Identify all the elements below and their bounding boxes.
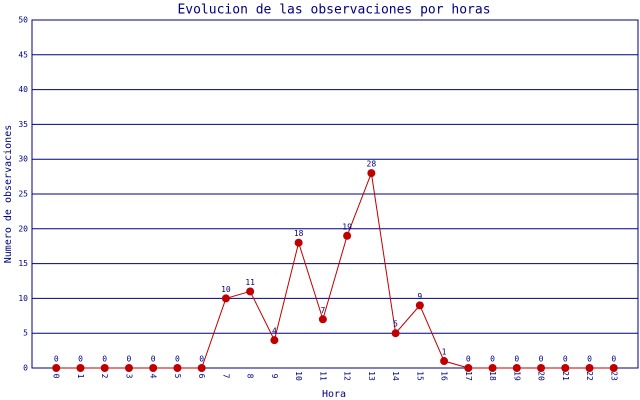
data-point: [537, 364, 546, 372]
data-label: 0: [151, 355, 156, 364]
data-label: 19: [342, 222, 352, 231]
data-point: [488, 364, 497, 372]
data-label: 1: [442, 348, 447, 357]
x-tick-label: 14: [391, 371, 400, 381]
data-point: [221, 294, 230, 303]
data-label: 0: [611, 355, 616, 364]
y-tick-label: 20: [18, 224, 28, 233]
x-tick-label: 5: [173, 374, 182, 379]
data-label: 0: [514, 355, 519, 364]
y-tick-label: 5: [23, 329, 28, 338]
x-tick-label: 8: [246, 374, 255, 379]
data-point: [173, 364, 182, 372]
x-tick-label: 17: [464, 371, 473, 381]
data-point: [391, 329, 400, 338]
x-tick-label: 20: [537, 371, 546, 381]
data-label: 4: [272, 327, 277, 336]
data-label: 0: [102, 355, 107, 364]
x-tick-label: 2: [100, 374, 109, 379]
y-tick-label: 40: [18, 85, 28, 94]
data-label: 0: [587, 355, 592, 364]
data-point: [343, 231, 352, 240]
data-point: [294, 238, 303, 247]
data-point: [76, 364, 85, 372]
data-point: [246, 287, 255, 296]
data-point: [440, 357, 449, 366]
y-tick-label: 35: [18, 120, 28, 129]
data-label: 0: [539, 355, 544, 364]
y-axis-label: Numero de observaciones: [3, 125, 14, 263]
series-line: [56, 171, 614, 369]
data-point: [464, 364, 473, 372]
data-label: 0: [199, 355, 204, 364]
x-tick-label: 13: [367, 371, 376, 381]
data-label: 5: [393, 320, 398, 329]
x-tick-label: 11: [318, 371, 327, 381]
data-label: 28: [367, 160, 377, 169]
data-label: 0: [78, 355, 83, 364]
data-label: 0: [175, 355, 180, 364]
x-tick-label: 0: [52, 374, 61, 379]
y-tick-label: 15: [18, 259, 28, 268]
x-tick-label: 7: [221, 374, 230, 379]
data-label: 0: [127, 355, 132, 364]
data-point: [124, 364, 133, 372]
data-label: 10: [221, 285, 231, 294]
y-tick-label: 45: [18, 50, 28, 59]
x-tick-label: 18: [488, 371, 497, 381]
y-tick-label: 50: [18, 16, 28, 25]
x-tick-label: 16: [440, 371, 449, 381]
data-point: [197, 364, 206, 372]
x-tick-label: 9: [270, 374, 279, 379]
y-tick-label: 10: [18, 294, 28, 303]
data-label: 0: [54, 355, 59, 364]
y-tick-label: 30: [18, 155, 28, 164]
x-tick-label: 19: [512, 371, 521, 381]
data-point: [100, 364, 109, 372]
data-point: [512, 364, 521, 372]
data-point: [52, 364, 61, 372]
data-point: [367, 169, 376, 178]
data-point: [561, 364, 570, 372]
data-point: [318, 315, 327, 324]
data-point: [609, 364, 618, 372]
chart-title: Evolucion de las observaciones por horas: [177, 3, 490, 18]
data-label: 0: [466, 355, 471, 364]
x-tick-label: 21: [561, 371, 570, 381]
x-axis-label: Hora: [322, 389, 346, 400]
data-label: 7: [320, 306, 325, 315]
x-tick-label: 6: [197, 374, 206, 379]
x-tick-label: 10: [294, 371, 303, 381]
y-tick-label: 25: [18, 190, 28, 199]
data-label: 11: [245, 278, 255, 287]
x-tick-label: 4: [149, 374, 158, 379]
x-tick-label: 12: [343, 371, 352, 381]
data-label: 18: [294, 229, 304, 238]
x-tick-label: 15: [415, 371, 424, 381]
data-point: [149, 364, 158, 372]
x-tick-label: 22: [585, 371, 594, 381]
data-label: 0: [490, 355, 495, 364]
data-point: [270, 336, 279, 345]
x-tick-label: 3: [124, 374, 133, 379]
data-label: 9: [417, 292, 422, 301]
x-tick-label: 23: [609, 371, 618, 381]
data-point: [415, 301, 424, 310]
data-point: [585, 364, 594, 372]
y-tick-label: 0: [23, 364, 28, 373]
x-tick-label: 1: [76, 374, 85, 379]
data-label: 0: [563, 355, 568, 364]
